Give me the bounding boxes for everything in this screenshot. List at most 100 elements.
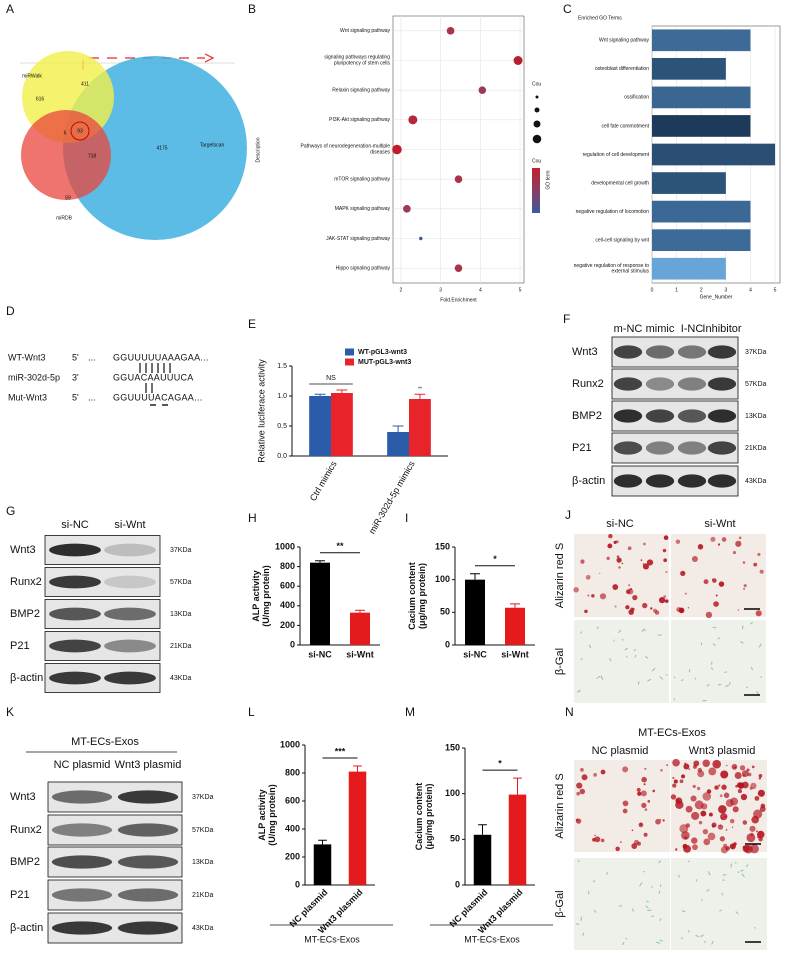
- stain-spot: [675, 848, 678, 851]
- stain-cell: [582, 932, 585, 937]
- stain-spot: [702, 792, 712, 801]
- bar: [409, 399, 431, 456]
- y-axis-label: ALP activity(U/mg protein): [251, 565, 271, 627]
- stain-cell: [707, 870, 711, 876]
- bar: [350, 612, 370, 645]
- x-axis-label: Fold.Enrichment: [440, 297, 477, 303]
- stain-cell: [710, 667, 714, 670]
- seq-name: Mut-Wnt3: [8, 392, 47, 402]
- stain-cell: [725, 684, 730, 687]
- stain-spot: [754, 795, 760, 801]
- band-size: 43KDa: [170, 675, 192, 682]
- stain-spot: [738, 536, 742, 540]
- lane-label: si-Wnt: [114, 519, 145, 531]
- y-tick-label: 100: [445, 788, 460, 798]
- stain-spot: [757, 789, 765, 797]
- venn-count: 616: [36, 96, 45, 102]
- bar: [310, 562, 330, 645]
- panel-letter: E: [248, 317, 256, 331]
- stain-cell: [696, 879, 698, 882]
- stain-cell: [746, 686, 749, 689]
- stain-spot: [718, 784, 721, 787]
- stain-spot: [742, 820, 748, 825]
- dot: [454, 264, 463, 272]
- y-tick-label: 50: [440, 607, 450, 617]
- stain-cell: [756, 690, 759, 695]
- stain-spot: [724, 815, 727, 818]
- stain-spot: [690, 795, 697, 802]
- legend-label: GO term: [545, 170, 551, 189]
- bar: [309, 396, 331, 456]
- panel-letter: D: [6, 304, 15, 318]
- stain-spot: [625, 605, 630, 610]
- bar: [652, 257, 726, 280]
- y-tick-label: 0.5: [277, 423, 287, 430]
- dot: [513, 56, 523, 65]
- error-bar: [355, 609, 365, 613]
- stain-cell: [681, 910, 686, 912]
- seq-gap: ...: [88, 352, 96, 362]
- arrow-head: [204, 53, 215, 63]
- legend-dot: [533, 120, 541, 128]
- stain-spot: [587, 594, 590, 597]
- stain-spot: [746, 768, 750, 772]
- x-tick-label: 2: [700, 287, 703, 293]
- band: [677, 345, 707, 359]
- annotation: **: [418, 387, 422, 393]
- stain-spot: [737, 609, 739, 611]
- stain-row: Alizarin red S: [554, 773, 566, 838]
- y-tick-label: cell fate commotment: [601, 123, 649, 129]
- stain-spot: [692, 844, 698, 851]
- stain-spot: [644, 767, 647, 770]
- stain-cell: [576, 690, 581, 693]
- band: [104, 607, 156, 621]
- x-tick-label: 3: [724, 287, 727, 293]
- seq-end: 3': [72, 372, 79, 382]
- bar: [652, 229, 751, 252]
- bar: [313, 844, 332, 885]
- y-tick-label: regulation of cell development: [583, 152, 650, 158]
- band: [104, 543, 156, 557]
- panel-letter: I: [405, 511, 408, 525]
- x-tick-label: si-NC: [308, 649, 332, 659]
- band-label: Runx2: [572, 378, 604, 390]
- y-tick-label: 600: [285, 795, 300, 805]
- dot: [454, 175, 463, 183]
- y-tick-label: Wnt signaling pathway: [340, 28, 391, 34]
- stain-spot: [753, 562, 758, 567]
- stain-cell: [577, 860, 580, 863]
- stain-spot: [622, 800, 629, 807]
- stain-spot: [697, 767, 703, 773]
- stain-spot: [721, 537, 727, 542]
- y-tick-label: 1.5: [277, 363, 287, 370]
- bar: [348, 771, 367, 885]
- stain-spot: [758, 773, 763, 778]
- stain-spot: [643, 832, 648, 837]
- stain-cell: [712, 643, 716, 646]
- stain-spot: [732, 550, 737, 555]
- stain-cell: [651, 667, 656, 672]
- stain-spot: [576, 782, 583, 789]
- stain-spot: [697, 544, 704, 550]
- stain-spot: [757, 830, 765, 839]
- venn-highlight: [70, 121, 90, 141]
- stain-spot: [742, 845, 750, 853]
- y-tick-label: developmental cell growth: [591, 180, 649, 186]
- stain-spot: [743, 584, 747, 588]
- band-label: Runx2: [10, 824, 42, 836]
- stain-spot: [622, 808, 628, 814]
- stain-cell: [650, 915, 655, 917]
- band: [51, 921, 113, 935]
- dot: [478, 86, 487, 94]
- stain-spot: [756, 830, 758, 833]
- band: [707, 377, 737, 391]
- sequence: GGUUUUACAGAA...: [113, 392, 203, 402]
- stain-spot: [663, 535, 669, 541]
- band-label: P21: [10, 640, 30, 652]
- stain-cell: [646, 900, 649, 903]
- band-size: 21KDa: [745, 445, 767, 452]
- stain-spot: [584, 609, 588, 614]
- stain-cell: [639, 882, 643, 887]
- panel-letter: C: [563, 2, 572, 16]
- band-label: BMP2: [10, 856, 40, 868]
